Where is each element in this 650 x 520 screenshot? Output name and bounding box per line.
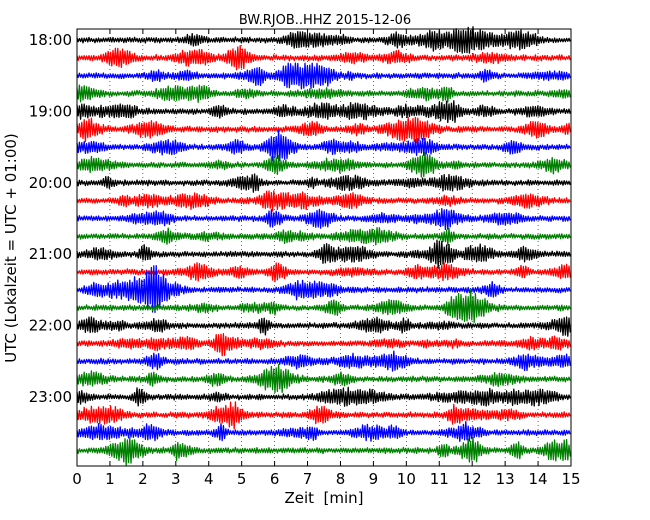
seismogram-trace <box>76 84 571 103</box>
y-tick-label: 22:00 <box>29 317 72 335</box>
seismogram-trace <box>76 350 571 372</box>
x-tick-label: 11 <box>430 470 449 488</box>
x-tick-label: 0 <box>72 470 82 488</box>
seismogram-trace <box>76 227 571 246</box>
x-tick-label: 1 <box>105 470 115 488</box>
seismogram-trace <box>76 208 571 231</box>
x-tick-label: 8 <box>336 470 346 488</box>
seismogram-trace <box>76 44 571 71</box>
x-tick-label: 2 <box>138 470 148 488</box>
seismogram-trace <box>76 129 571 162</box>
y-tick-label: 18:00 <box>29 31 72 49</box>
seismogram-trace <box>76 333 571 357</box>
y-axis-ticks: 18:00 19:00 20:00 21:00 22:00 23:00 <box>29 31 571 406</box>
x-axis-label: Zeit [min] <box>284 489 363 507</box>
y-tick-label: 20:00 <box>29 174 72 192</box>
x-axis-ticks: 0 1 2 3 4 5 6 7 8 9 10 11 12 13 14 15 <box>72 29 581 488</box>
x-tick-label: 10 <box>397 470 416 488</box>
seismogram-trace <box>76 239 571 269</box>
x-tick-label: 4 <box>204 470 214 488</box>
seismogram-trace <box>76 364 571 394</box>
seismogram-traces <box>76 26 571 466</box>
x-tick-label: 12 <box>463 470 482 488</box>
x-tick-label: 7 <box>303 470 313 488</box>
y-axis-label: UTC (Lokalzeit = UTC + 01:00) <box>2 133 20 363</box>
seismogram-trace <box>76 420 571 442</box>
x-tick-label: 5 <box>237 470 247 488</box>
seismogram-trace <box>76 262 571 283</box>
seismogram-trace <box>76 26 571 54</box>
seismogram-trace <box>76 173 571 193</box>
seismogram-trace <box>76 62 571 90</box>
x-tick-label: 13 <box>496 470 515 488</box>
plot-frame <box>76 28 572 467</box>
seismogram-trace <box>76 288 571 323</box>
y-tick-label: 23:00 <box>29 388 72 406</box>
seismogram-trace <box>76 386 571 407</box>
y-tick-label: 21:00 <box>29 245 72 263</box>
seismogram-trace <box>76 151 571 178</box>
x-tick-label: 9 <box>369 470 379 488</box>
y-tick-label: 19:00 <box>29 102 72 120</box>
chart-title: BW.RJOB..HHZ 2015-12-06 <box>239 13 411 28</box>
seismogram-trace <box>76 190 571 212</box>
seismogram-trace <box>76 116 571 144</box>
seismogram-trace <box>76 316 571 337</box>
seismogram-trace <box>76 401 571 430</box>
seismogram-trace <box>76 436 571 466</box>
x-tick-label: 3 <box>171 470 181 488</box>
seismogram-trace <box>76 100 571 124</box>
x-tick-label: 15 <box>561 470 580 488</box>
x-tick-label: 14 <box>529 470 548 488</box>
x-tick-label: 6 <box>270 470 280 488</box>
seismogram-trace <box>76 264 571 314</box>
